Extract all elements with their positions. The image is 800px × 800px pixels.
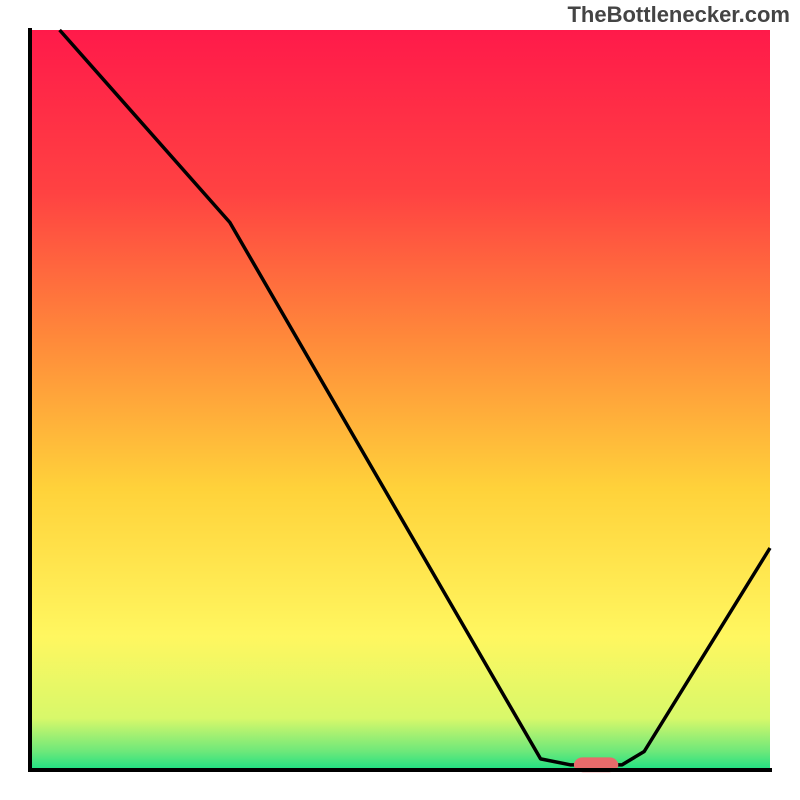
plot-background — [30, 30, 770, 770]
chart-svg — [0, 0, 800, 800]
watermark-text: TheBottlenecker.com — [567, 2, 790, 28]
bottleneck-chart: TheBottlenecker.com — [0, 0, 800, 800]
